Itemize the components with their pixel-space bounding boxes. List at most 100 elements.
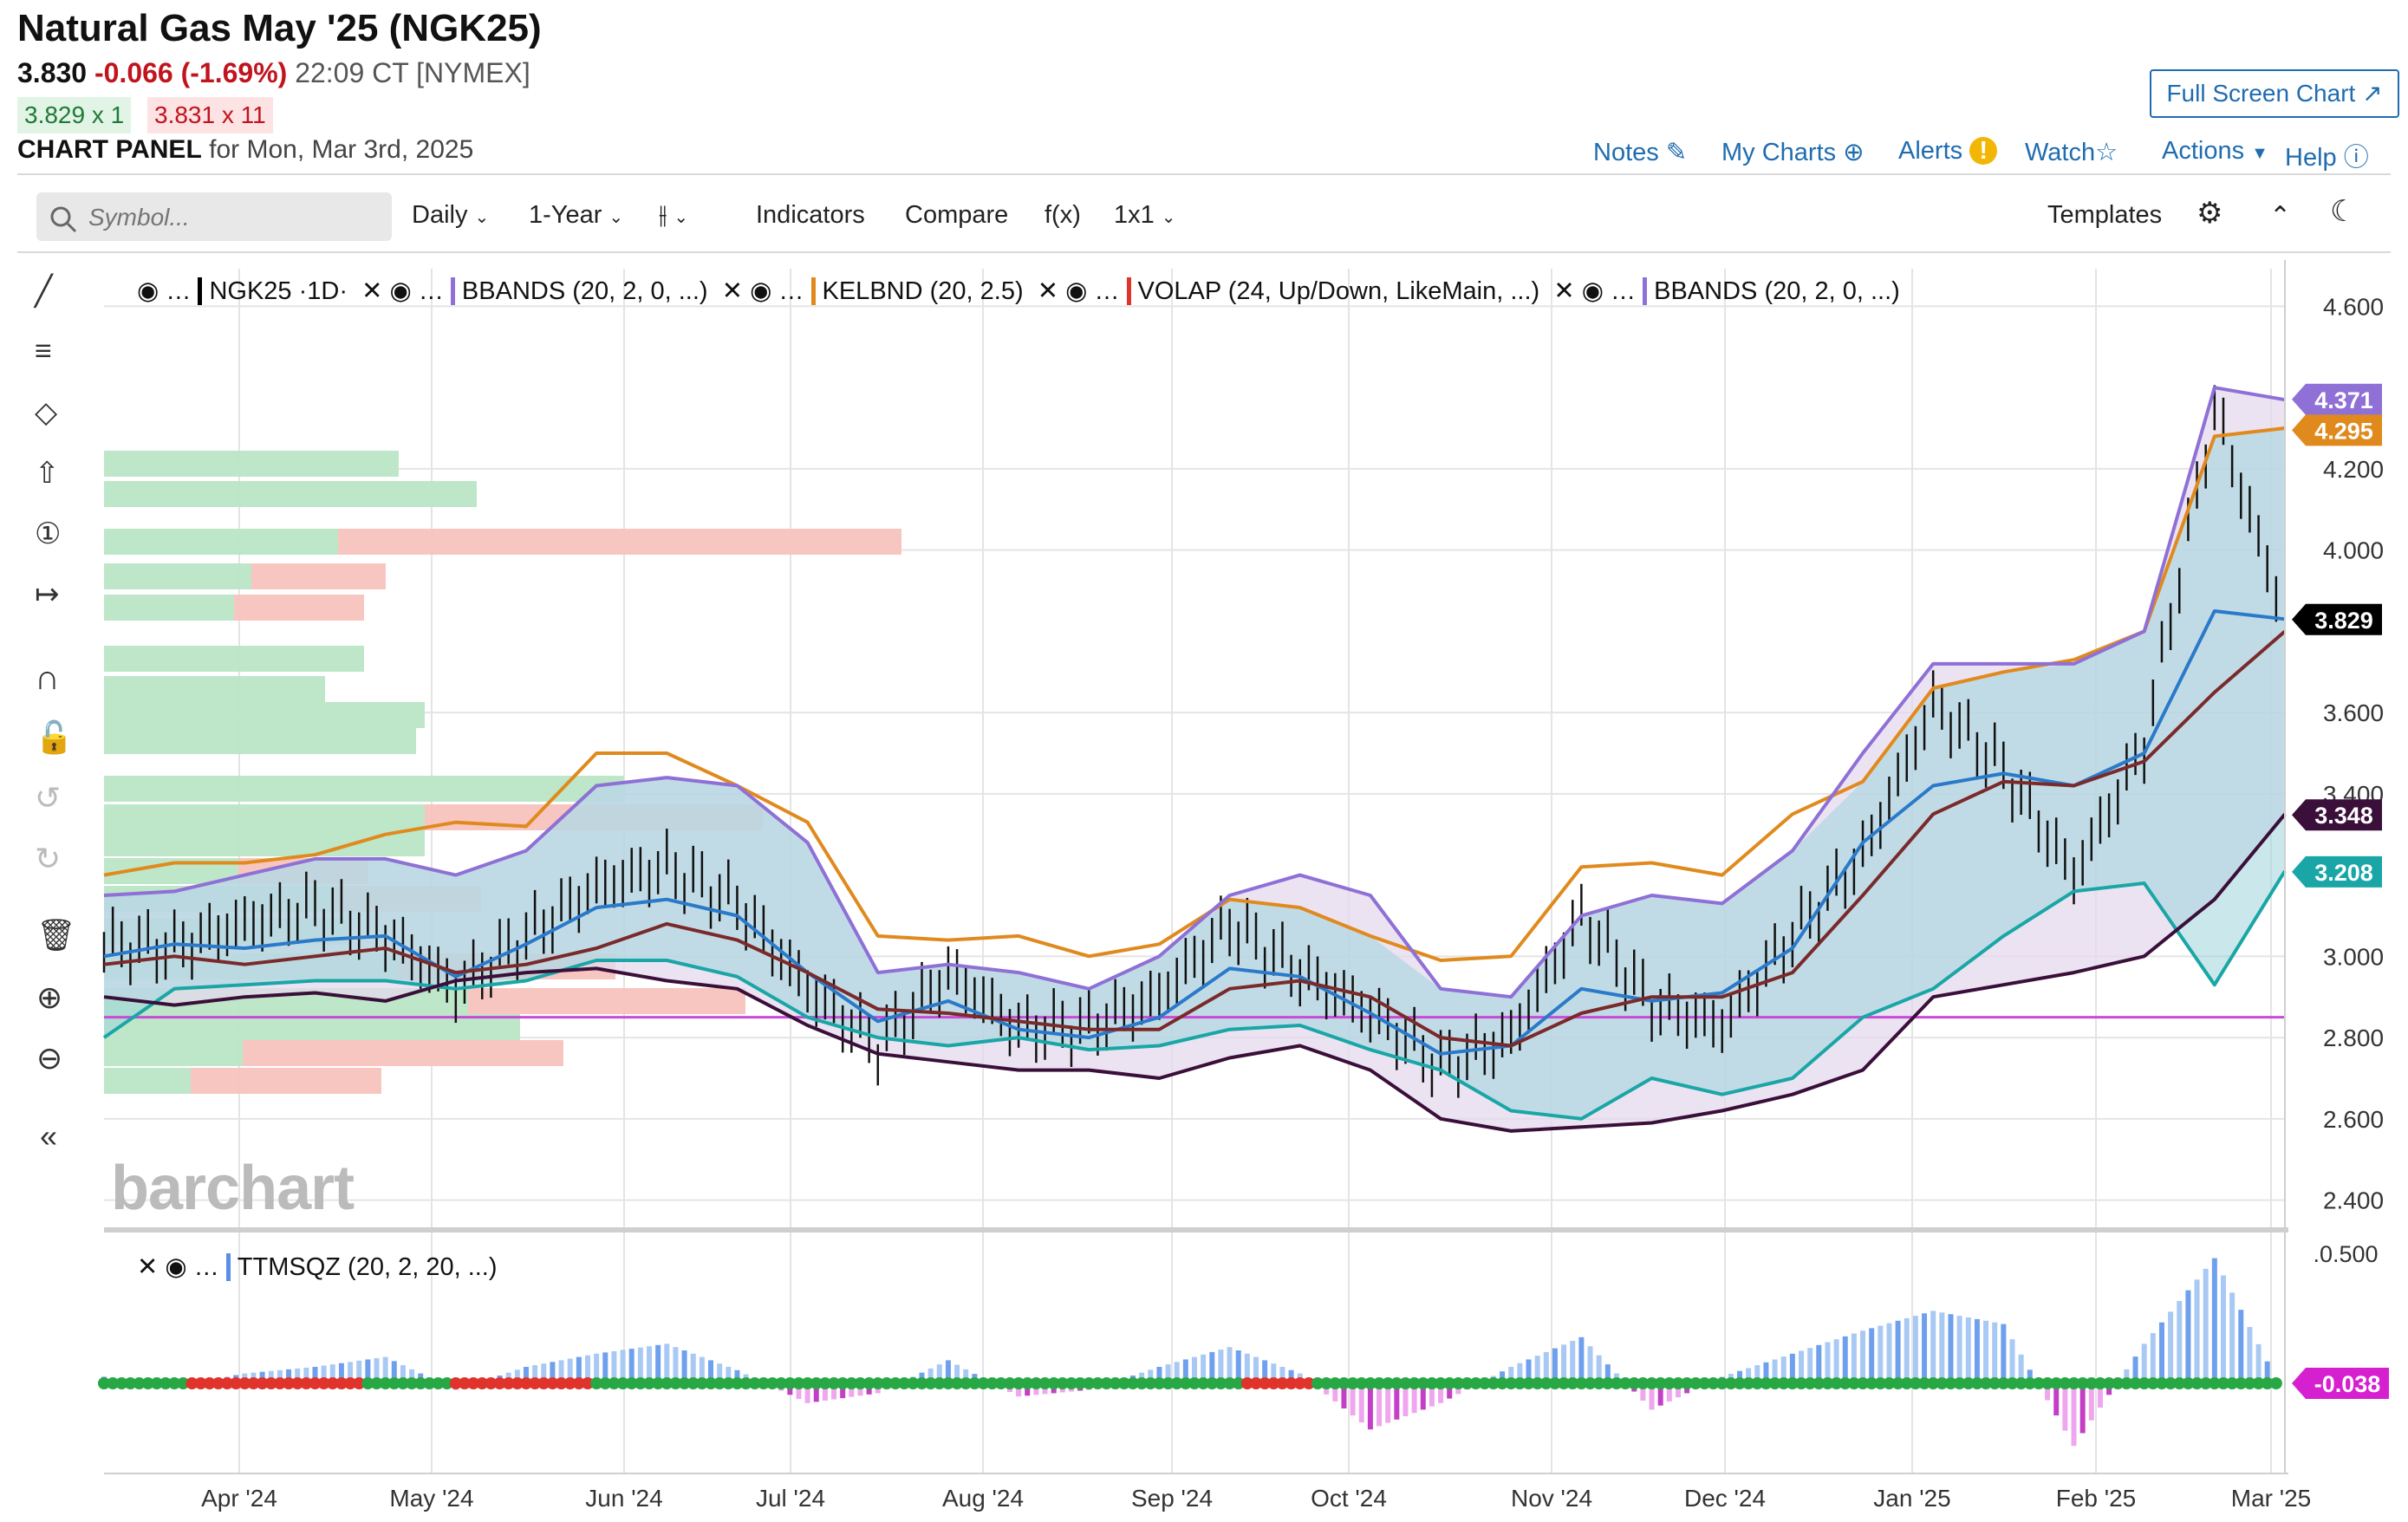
- ttm-momentum-bar: [1640, 1383, 1646, 1401]
- ttm-momentum-bar: [1148, 1369, 1154, 1383]
- ttm-momentum-bar: [796, 1383, 802, 1400]
- eye-icon[interactable]: ◉: [1065, 277, 1088, 305]
- ttm-squeeze-dot: [1584, 1377, 1597, 1389]
- help-link[interactable]: Help ⓘ: [2285, 137, 2369, 173]
- eye-icon[interactable]: ◉: [750, 277, 772, 305]
- arrow-up-tool-icon[interactable]: ⇧: [35, 457, 60, 490]
- header-divider: [17, 173, 2391, 175]
- trash-icon[interactable]: 🗑: [36, 917, 76, 953]
- ttm-momentum-bar: [1341, 1383, 1347, 1408]
- ttm-squeeze-dot: [124, 1377, 137, 1389]
- ttm-squeeze-dot: [2235, 1377, 2248, 1389]
- eye-icon[interactable]: ◉: [1581, 277, 1604, 305]
- ttm-momentum-bar: [1244, 1353, 1250, 1383]
- full-screen-chart-button[interactable]: Full Screen Chart ↗: [2150, 69, 2399, 118]
- eye-icon[interactable]: ◉: [389, 277, 412, 305]
- zoom-in-icon[interactable]: ⊕: [36, 979, 63, 1015]
- legend-bbands-1[interactable]: BBANDS (20, 2, 0, ...): [450, 277, 708, 305]
- magnet-icon[interactable]: ∩: [35, 659, 60, 697]
- legend-kelbnd[interactable]: KELBND (20, 2.5): [810, 277, 1024, 305]
- eye-icon[interactable]: ◉: [137, 277, 159, 305]
- redo-icon[interactable]: ↻: [35, 841, 62, 876]
- ttm-squeeze-dot: [1927, 1377, 1940, 1389]
- volume-profile-up-bar: [104, 1068, 191, 1094]
- ttm-squeeze-dot: [1399, 1377, 1412, 1389]
- ttm-squeeze-dot: [880, 1377, 893, 1389]
- ttm-momentum-bar: [2264, 1361, 2270, 1383]
- ttm-squeeze-dot: [1628, 1377, 1641, 1389]
- price-label-tag: [2292, 855, 2382, 888]
- layout-dropdown[interactable]: 1x1 ⌄: [1114, 201, 1176, 230]
- ttm-momentum-bar: [2168, 1311, 2174, 1383]
- ttm-squeeze-dot: [1021, 1377, 1034, 1389]
- collapse-sidebar-icon[interactable]: «: [40, 1118, 58, 1154]
- ttm-momentum-bar: [1825, 1342, 1831, 1383]
- ttm-squeeze-dot: [476, 1377, 489, 1389]
- notes-link[interactable]: Notes ✎: [1593, 137, 1687, 167]
- ttm-squeeze-dot: [185, 1377, 198, 1389]
- ttm-squeeze-dot: [1250, 1377, 1263, 1389]
- ttm-squeeze-dot: [1539, 1377, 1552, 1389]
- ttm-squeeze-dot: [951, 1377, 964, 1389]
- legend-volap[interactable]: VOLAP (24, Up/Down, LikeMain, ...): [1126, 277, 1540, 305]
- ttm-momentum-bar: [1385, 1383, 1391, 1423]
- number-marker-icon[interactable]: ①: [35, 517, 62, 550]
- symbol-search-input[interactable]: [87, 192, 385, 243]
- legend-ttm[interactable]: TTMSQZ (20, 2, 20, ...): [225, 1253, 498, 1281]
- ttm-squeeze-dot: [915, 1377, 928, 1389]
- x-tick-label: Feb '25: [2056, 1485, 2137, 1512]
- ttm-squeeze-dot: [2085, 1377, 2098, 1389]
- legend-bbands-2[interactable]: BBANDS (20, 2, 0, ...): [1643, 277, 1900, 305]
- dark-mode-moon-icon[interactable]: ☾: [2330, 195, 2357, 228]
- ttm-squeeze-dot: [1496, 1377, 1509, 1389]
- ttm-squeeze-dot: [1724, 1377, 1737, 1389]
- interval-dropdown[interactable]: Daily ⌄: [412, 201, 489, 230]
- my-charts-link[interactable]: My Charts ⊕: [1721, 137, 1865, 167]
- volume-profile-up-bar: [104, 702, 425, 728]
- ttm-momentum-bar: [1675, 1383, 1681, 1398]
- templates-button[interactable]: Templates: [2047, 201, 2163, 229]
- measure-tool-icon[interactable]: ↦: [35, 578, 60, 611]
- fib-tool-icon[interactable]: ≡: [35, 335, 52, 367]
- ttm-momentum-bar: [1543, 1351, 1549, 1383]
- actions-menu[interactable]: Actions ▼: [2162, 137, 2268, 166]
- ttm-squeeze-dot: [1734, 1377, 1746, 1389]
- ttm-squeeze-dot: [669, 1377, 682, 1389]
- collapse-up-icon[interactable]: ⌃: [2269, 202, 2292, 231]
- ttm-momentum-bar: [532, 1365, 538, 1383]
- ttm-squeeze-dot: [616, 1377, 629, 1389]
- ttm-squeeze-dot: [361, 1377, 374, 1389]
- zoom-out-icon[interactable]: ⊖: [36, 1040, 63, 1076]
- volume-profile-up-bar: [104, 481, 477, 507]
- range-dropdown[interactable]: 1-Year ⌄: [529, 201, 623, 230]
- compare-button[interactable]: Compare: [905, 201, 1009, 229]
- legend-symbol[interactable]: NGK25 ·1D·: [198, 277, 348, 305]
- settings-gear-icon[interactable]: ⚙: [2196, 197, 2223, 230]
- ttm-momentum-bar: [268, 1370, 274, 1383]
- indicators-button[interactable]: Indicators: [756, 201, 865, 229]
- undo-icon[interactable]: ↺: [35, 780, 62, 816]
- fx-button[interactable]: f(x): [1045, 201, 1081, 229]
- legend-symbol-period: ·1D·: [298, 277, 348, 305]
- ttm-squeeze-dot: [1531, 1377, 1544, 1389]
- ttm-squeeze-dot: [634, 1377, 647, 1389]
- ttm-momentum-bar: [1402, 1383, 1409, 1416]
- shape-tool-icon[interactable]: ◇: [35, 396, 58, 429]
- ttm-momentum-bar: [2088, 1383, 2094, 1421]
- ttm-squeeze-dot: [2216, 1377, 2229, 1389]
- watch-link[interactable]: Watch☆: [2025, 137, 2118, 167]
- eye-icon[interactable]: ◉: [165, 1253, 187, 1281]
- x-tick-label: Nov '24: [1511, 1485, 1592, 1512]
- alerts-link[interactable]: Alerts !: [1898, 137, 1998, 166]
- ttm-squeeze-dot: [1980, 1377, 1993, 1389]
- legend-symbol-label: NGK25: [209, 277, 292, 305]
- ttm-squeeze-dot: [493, 1377, 506, 1389]
- ttm-momentum-bar: [1447, 1383, 1453, 1399]
- trendline-tool-icon[interactable]: ╱: [35, 275, 53, 308]
- unlock-icon[interactable]: 🔓: [35, 719, 74, 755]
- ttm-squeeze-dot: [1681, 1377, 1694, 1389]
- ttm-momentum-bar: [840, 1383, 846, 1399]
- ttm-squeeze-dot: [2112, 1377, 2125, 1389]
- bar-type-dropdown[interactable]: ⫲ ⌄: [659, 201, 688, 230]
